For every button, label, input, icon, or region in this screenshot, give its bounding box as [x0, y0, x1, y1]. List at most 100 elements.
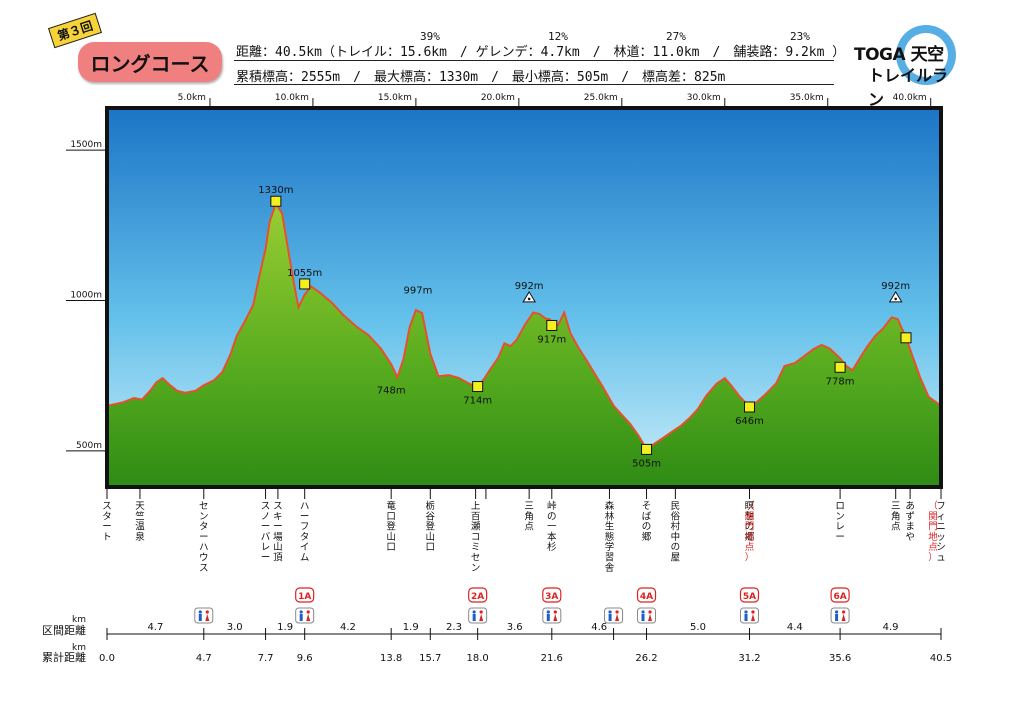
x-tick-label: 15.0km [378, 93, 412, 103]
aid-station-badge [739, 587, 760, 603]
checkpoint-gate-label: （関門地点） [745, 500, 755, 564]
x-tick-label: 20.0km [481, 93, 515, 103]
elevation-area [107, 203, 941, 487]
toilet-icon [739, 607, 759, 624]
elevation-label: 646m [735, 416, 764, 427]
landmark-label: 峠の一本杉 [547, 500, 557, 553]
landmark-label: スキー場山頂 [273, 501, 283, 564]
landmark-label: センターハウス [199, 501, 209, 574]
section-distance-label: 1.9 [277, 622, 293, 633]
cumulative-distance-label: 18.0 [467, 653, 489, 664]
aid-marker-square [546, 319, 558, 331]
y-tick-label: 1500m [70, 140, 102, 150]
section-distance-label: 4.7 [147, 622, 163, 633]
toilet-female-body [615, 614, 620, 621]
aid-station-badge [295, 587, 315, 603]
y-tick-label: 500m [76, 441, 102, 451]
section-distance-label: 5.0 [690, 622, 706, 633]
toilet-male-body [641, 614, 645, 621]
cumulative-distance-label: 9.6 [297, 653, 313, 664]
toilet-icon [295, 607, 315, 624]
cumulative-distance-label: 13.8 [380, 653, 402, 664]
aid-marker-square [900, 332, 912, 344]
landmark-label: 栃谷登山口 [426, 500, 436, 553]
aid-marker-square [641, 443, 653, 455]
toilet-female-body [553, 614, 558, 621]
logo-text: TOGA 天空 [854, 45, 944, 65]
section-distance-heading: 区間距離 [42, 623, 86, 637]
toilet-male-body [299, 614, 303, 621]
section-unit: km [72, 615, 86, 625]
toilet-icon [194, 607, 214, 624]
elevation-label: 1055m [287, 268, 322, 279]
x-tick-label: 30.0km [687, 93, 721, 103]
x-tick-label: 25.0km [584, 93, 618, 103]
landmark-label: スノーバレー [261, 501, 271, 564]
cumulative-distance-label: 35.6 [829, 653, 851, 664]
elevation-label: 992m [515, 281, 544, 292]
aid-station-label: 2A [471, 592, 484, 602]
toilet-female-body [648, 614, 653, 621]
x-tick-label: 35.0km [790, 93, 824, 103]
elevation-label: 917m [537, 334, 566, 345]
elevation-label: 1330m [258, 185, 293, 196]
elevation-label: 505m [632, 458, 661, 469]
y-tick-label: 1000m [70, 291, 102, 301]
aid-station-badge [542, 587, 562, 603]
event-logo: TOGA 天空 トレイルラン [848, 24, 958, 109]
toilet-male-head [744, 610, 748, 614]
elevation-line [106, 201, 942, 451]
elevation-label: 992m [881, 281, 910, 292]
landmark-label: ロンレー [835, 501, 845, 543]
elevation-summary: 累積標高：2555m / 最大標高：1330m / 最小標高：505m / 標高… [236, 70, 726, 85]
aid-station-label: 3A [545, 592, 558, 602]
section-distance-label: 4.6 [591, 622, 607, 633]
elevation-label: 778m [826, 376, 855, 387]
toilet-female-head [751, 610, 755, 614]
toilet-male-body [608, 614, 612, 621]
cumulative-distance-label: 31.2 [738, 653, 760, 664]
landmark-label: 民俗村中の屋 [671, 501, 681, 564]
toilet-female-head [648, 610, 652, 614]
landmark-label: 森林生態学習舎 [605, 500, 615, 574]
plot-frame [105, 106, 943, 489]
sunburst-icon [896, 25, 956, 85]
toilet-male-body [198, 614, 202, 621]
cumulative-distance-label: 40.5 [930, 653, 952, 664]
toilet-male-head [299, 610, 303, 614]
forest-road-percent: 27% [666, 30, 686, 43]
trail-percent: 39% [420, 30, 440, 43]
toilet-icon [604, 607, 624, 624]
cumulative-distance-heading: 累計距離 [42, 650, 86, 664]
elevation-label: 997m [404, 285, 433, 296]
toilet-female-body [750, 614, 755, 621]
x-tick-label: 40.0km [893, 93, 927, 103]
cumulative-distance-label: 4.7 [196, 653, 212, 664]
toilet-female-head [479, 610, 483, 614]
logo-subtext: トレイルラン [868, 66, 949, 109]
ski-percent: 12% [548, 30, 568, 43]
elevation-label: 748m [377, 385, 406, 396]
aid-marker-square [834, 361, 846, 373]
toilet-female-head [205, 610, 209, 614]
elevation-label: 714m [463, 396, 492, 407]
toilet-female-body [205, 614, 210, 621]
paved-percent: 23% [790, 30, 810, 43]
toilet-female-head [553, 610, 557, 614]
toilet-icon [637, 607, 657, 624]
aid-station-label: 6A [833, 592, 846, 602]
landmark-label: 瞑想の郷 [745, 501, 755, 543]
course-title: ロングコース [78, 42, 222, 82]
cumulative-distance-label: 26.2 [635, 653, 657, 664]
section-distance-label: 3.6 [507, 622, 523, 633]
toilet-male-head [546, 610, 550, 614]
toilet-male-body [744, 614, 748, 621]
toilet-male-body [835, 614, 839, 621]
cumulative-distance-label: 0.0 [99, 653, 115, 664]
toilet-female-head [615, 610, 619, 614]
toilet-male-head [472, 610, 476, 614]
x-tick-label: 10.0km [275, 93, 309, 103]
toilet-icon [542, 607, 562, 624]
aid-marker-square [270, 195, 282, 207]
